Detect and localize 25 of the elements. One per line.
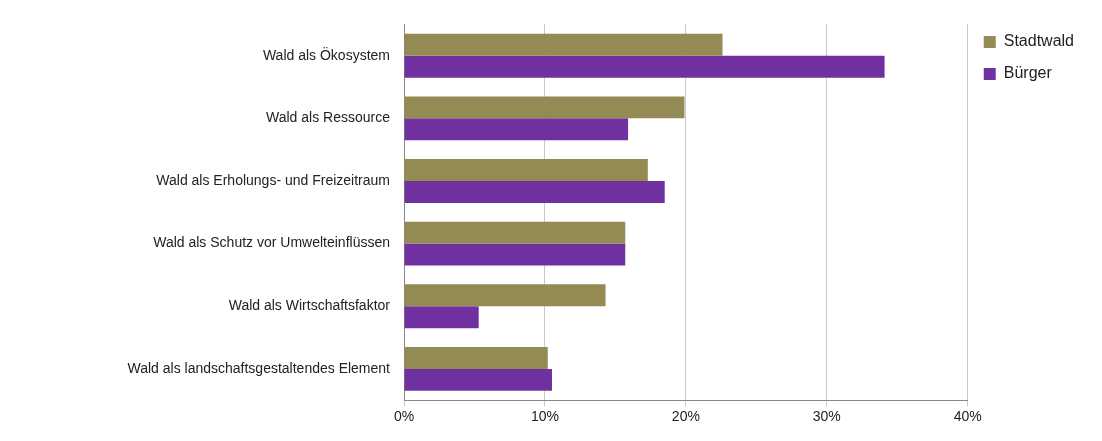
y-tick-label: Wald als Erholungs- und Freizeitraum bbox=[156, 171, 390, 188]
legend-label: Bürger bbox=[1003, 64, 1053, 82]
x-tick-label: 40% bbox=[953, 408, 982, 425]
bar bbox=[404, 33, 723, 56]
bar bbox=[404, 55, 885, 78]
bar bbox=[404, 96, 685, 119]
bar bbox=[404, 118, 629, 141]
bar bbox=[404, 284, 606, 307]
bar bbox=[404, 221, 626, 244]
bar bbox=[404, 243, 626, 266]
x-tick-label: 20% bbox=[671, 408, 700, 425]
y-tick-label: Wald als Ressource bbox=[266, 109, 391, 126]
legend-label: Stadtwald bbox=[1003, 32, 1074, 50]
x-tick-label: 30% bbox=[812, 408, 841, 425]
y-tick-label: Wald als Ökosystem bbox=[262, 45, 390, 63]
y-tick-label: Wald als Schutz vor Umwelteinflüssen bbox=[153, 234, 390, 251]
bar bbox=[404, 306, 479, 329]
bar bbox=[404, 346, 548, 369]
bar bbox=[404, 368, 552, 391]
bar bbox=[404, 180, 665, 203]
bar bbox=[404, 159, 648, 181]
x-tick-label: 10% bbox=[530, 408, 559, 425]
y-tick-label: Wald als Wirtschaftsfaktor bbox=[228, 297, 391, 314]
x-tick-label: 0% bbox=[393, 408, 415, 425]
y-tick-label: Wald als landschaftsgestaltendes Element bbox=[127, 359, 391, 376]
